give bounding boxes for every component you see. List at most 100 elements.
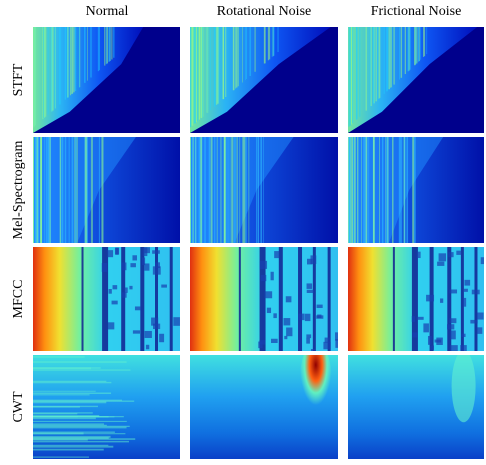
blob: [259, 340, 266, 345]
blob: [450, 330, 456, 340]
blob: [112, 285, 118, 290]
blob: [122, 292, 127, 298]
blob: [107, 250, 114, 258]
dark-band: [411, 247, 418, 351]
blob: [152, 250, 160, 254]
dark-band: [259, 247, 266, 351]
blob: [264, 291, 273, 299]
column-title: Normal: [86, 4, 129, 19]
spectrogram-panel: [348, 27, 484, 133]
dark-band: [474, 247, 478, 351]
blob: [316, 304, 323, 308]
column-title: Rotational Noise: [217, 4, 312, 19]
blob: [271, 338, 278, 343]
blob: [456, 250, 462, 255]
dark-band: [102, 247, 109, 351]
blob: [440, 298, 444, 303]
blob: [259, 260, 268, 269]
blob: [273, 313, 277, 319]
blob: [310, 348, 315, 351]
blob: [260, 274, 267, 282]
blob: [283, 318, 291, 326]
blob: [144, 247, 150, 254]
blob: [423, 323, 429, 333]
energy-region: [190, 137, 294, 243]
blob: [317, 314, 322, 319]
spectrogram-panel: [348, 247, 484, 351]
dark-band: [140, 247, 145, 351]
blob: [412, 332, 418, 338]
blob: [437, 261, 445, 266]
blob: [153, 323, 161, 330]
blob: [427, 335, 432, 345]
blob: [144, 330, 152, 338]
blob: [461, 333, 466, 338]
blob: [335, 339, 338, 348]
hot-spot: [299, 355, 332, 421]
dark-band: [238, 247, 241, 351]
dark-band: [460, 247, 464, 351]
blob: [306, 337, 310, 344]
blob: [449, 345, 458, 351]
spectrogram-panel: [33, 27, 180, 133]
spectrogram-panel: [190, 137, 338, 243]
blob: [161, 284, 167, 288]
row-label: MFCC: [11, 280, 26, 319]
energy-region: [190, 27, 331, 133]
blob: [307, 258, 313, 265]
blob: [471, 289, 480, 295]
blob: [151, 317, 159, 326]
blob: [266, 307, 272, 314]
row-label: STFT: [11, 63, 26, 96]
blob: [438, 253, 447, 262]
blob: [298, 313, 305, 321]
blob: [449, 289, 458, 294]
blob: [306, 334, 312, 339]
blob: [155, 262, 160, 269]
blob: [306, 289, 314, 293]
blob: [426, 294, 435, 302]
spectrogram-panel: [190, 355, 338, 459]
hot-spot: [451, 355, 476, 423]
energy-region: [348, 137, 444, 243]
blob: [416, 316, 424, 320]
blob: [463, 297, 467, 307]
blob: [464, 279, 471, 286]
spectrogram-panel: [33, 247, 180, 351]
blob: [107, 322, 115, 330]
dark-band: [278, 247, 283, 351]
blob: [323, 341, 331, 350]
blob: [134, 306, 142, 311]
blob: [476, 327, 483, 334]
blob: [274, 251, 280, 259]
spectrogram-panel: [348, 137, 484, 243]
blob: [284, 335, 288, 340]
blob: [173, 317, 180, 326]
row-label: CWT: [11, 391, 26, 423]
blob: [411, 316, 416, 322]
blob: [115, 247, 119, 255]
blob: [286, 327, 293, 337]
blob: [460, 345, 467, 351]
blob: [145, 344, 150, 350]
dark-band: [447, 247, 452, 351]
blob: [258, 341, 263, 349]
spectrogram-panel: [33, 137, 180, 243]
dark-band: [298, 247, 303, 351]
blob: [477, 312, 484, 320]
blob: [159, 333, 165, 343]
blob: [416, 251, 421, 259]
spectrogram-panel: [348, 355, 484, 459]
blob: [306, 283, 313, 289]
blob: [335, 332, 338, 341]
blob: [310, 255, 317, 264]
blob: [129, 285, 133, 290]
blob: [285, 296, 292, 303]
blob: [108, 289, 112, 294]
blob: [434, 339, 442, 343]
blob: [130, 263, 136, 268]
row-label: Mel-Spectrogram: [11, 141, 26, 240]
blob: [152, 266, 161, 275]
